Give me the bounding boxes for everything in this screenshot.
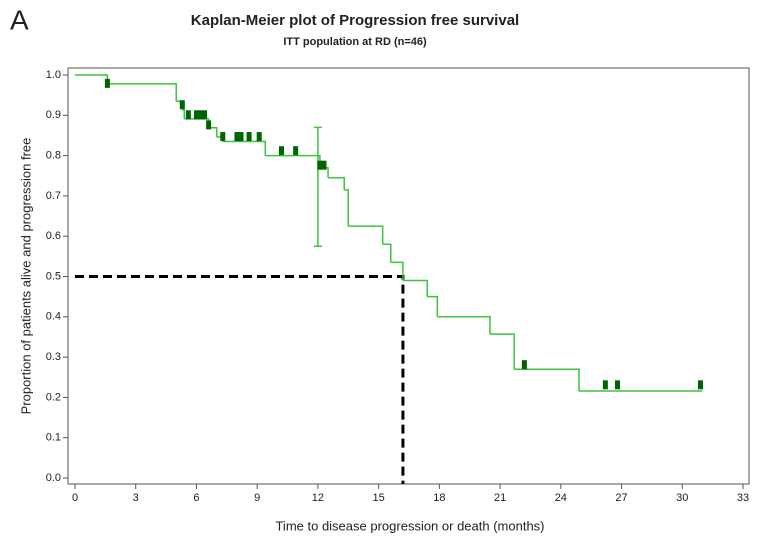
censor-mark (256, 132, 262, 142)
censor-mark (246, 132, 252, 142)
x-tick-label: 30 (676, 492, 688, 504)
censor-mark (198, 110, 204, 120)
survival-step (348, 225, 384, 245)
y-tick-label: 0.6 (46, 230, 61, 242)
survival-step (328, 177, 345, 190)
survival-step (222, 140, 267, 156)
y-tick-label: 0.9 (46, 109, 61, 121)
y-tick-label: 0.2 (46, 391, 61, 403)
censor-mark (293, 146, 299, 156)
censor-mark (697, 380, 703, 390)
survival-step (265, 154, 321, 168)
x-tick-label: 24 (555, 492, 567, 504)
survival-step (182, 109, 186, 119)
censor-mark (317, 160, 323, 170)
censor-mark (185, 110, 191, 120)
y-tick-label: 1.0 (46, 69, 61, 81)
chart-subtitle: ITT population at RD (n=46) (283, 36, 427, 48)
censor-mark (193, 110, 199, 120)
survival-step (184, 118, 210, 128)
survival-step (75, 74, 109, 84)
chart-title: Kaplan-Meier plot of Progression free su… (191, 12, 519, 29)
censor-mark (206, 120, 212, 130)
survival-step (107, 83, 177, 102)
x-tick-label: 12 (312, 492, 324, 504)
y-tick-label: 0.3 (46, 351, 61, 363)
survival-step (402, 279, 428, 297)
x-tick-label: 21 (494, 492, 506, 504)
x-tick-label: 18 (433, 492, 445, 504)
x-tick-label: 3 (133, 492, 139, 504)
x-tick-label: 33 (737, 492, 749, 504)
survival-step (514, 368, 580, 391)
x-axis-label: Time to disease progression or death (mo… (275, 518, 544, 533)
censor-mark (521, 360, 527, 370)
survival-step (344, 189, 350, 227)
y-tick-label: 0.5 (46, 270, 61, 282)
censor-mark (179, 100, 185, 110)
x-tick-label: 15 (373, 492, 385, 504)
y-tick-label: 0.0 (46, 472, 61, 484)
panel-label: A (10, 4, 29, 35)
x-tick-label: 9 (254, 492, 260, 504)
censor-mark (234, 132, 240, 142)
median-line (75, 275, 405, 484)
y-tick-label: 0.7 (46, 190, 61, 202)
survival-step (390, 261, 404, 281)
x-tick-label: 27 (615, 492, 627, 504)
survival-step (437, 316, 491, 335)
survival-step (489, 333, 516, 370)
censor-mark (278, 146, 284, 156)
censor-mark (220, 132, 226, 142)
censor-mark (321, 160, 327, 170)
y-tick-label: 0.1 (46, 432, 61, 444)
x-tick-label: 6 (193, 492, 199, 504)
censor-mark (104, 78, 110, 88)
survival-step (427, 295, 439, 317)
x-tick-label: 0 (72, 492, 78, 504)
y-axis-label: Proportion of patients alive and progres… (18, 138, 33, 415)
survival-step (208, 127, 218, 138)
censor-mark (614, 380, 620, 390)
y-tick-label: 0.8 (46, 150, 61, 162)
plot-frame (67, 67, 750, 485)
censor-mark (202, 110, 208, 120)
censor-mark (602, 380, 608, 390)
y-tick-label: 0.4 (46, 311, 61, 323)
censor-mark (238, 132, 244, 142)
survival-step (382, 243, 392, 263)
